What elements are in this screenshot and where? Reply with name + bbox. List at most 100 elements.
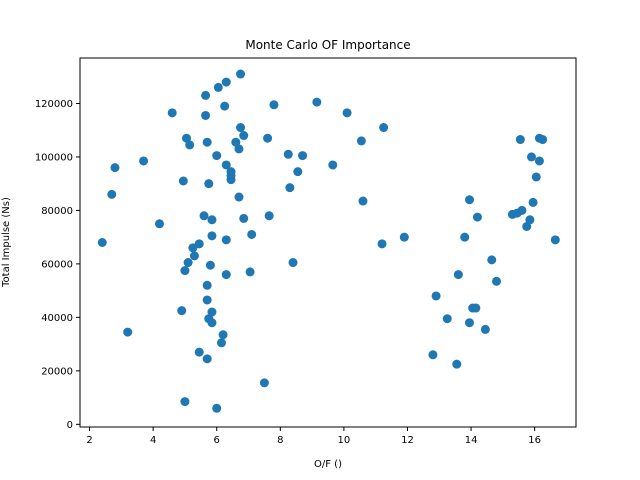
x-tick-label: 14	[465, 435, 478, 446]
data-point	[177, 306, 187, 316]
data-point	[207, 318, 217, 328]
data-point	[269, 100, 279, 110]
x-tick-label: 16	[528, 435, 541, 446]
data-point	[399, 232, 409, 242]
data-point	[534, 156, 544, 166]
chart-title: Monte Carlo OF Importance	[245, 38, 410, 52]
data-point	[202, 354, 212, 364]
data-point	[515, 135, 525, 145]
data-point	[180, 397, 190, 407]
data-point	[207, 231, 217, 241]
data-point	[464, 318, 474, 328]
data-point	[212, 151, 222, 161]
data-point	[234, 192, 244, 202]
data-point	[216, 338, 226, 348]
data-point	[492, 276, 502, 286]
data-point	[464, 195, 474, 205]
data-point	[110, 163, 120, 173]
data-point	[236, 69, 246, 79]
data-point	[487, 255, 497, 265]
data-point	[220, 101, 230, 111]
data-point	[264, 211, 274, 221]
data-point	[234, 144, 244, 154]
plot-frame	[79, 57, 577, 428]
data-point	[472, 212, 482, 222]
y-tick-label: 0	[67, 420, 73, 431]
x-tick-label: 6	[214, 435, 220, 446]
data-point	[194, 347, 204, 357]
data-point	[180, 266, 190, 276]
data-point	[97, 238, 107, 247]
data-point	[139, 156, 149, 166]
x-tick-label: 2	[86, 435, 92, 446]
data-point	[189, 251, 199, 261]
data-point	[221, 270, 231, 280]
x-tick-label: 12	[401, 435, 414, 446]
y-tick-label: 100000	[35, 152, 73, 163]
data-point	[431, 291, 441, 301]
data-point	[226, 175, 236, 185]
data-point	[207, 307, 217, 317]
data-point	[480, 324, 490, 334]
data-point	[239, 213, 249, 223]
data-point	[356, 136, 366, 146]
data-point	[442, 314, 452, 324]
data-point	[221, 77, 231, 87]
data-point	[526, 152, 536, 162]
data-point	[550, 235, 560, 245]
data-point	[245, 267, 255, 277]
data-point	[202, 295, 212, 305]
data-point	[178, 176, 188, 186]
data-points	[97, 69, 560, 413]
data-point	[231, 137, 241, 147]
data-point	[428, 350, 438, 360]
data-point	[460, 232, 470, 242]
data-point	[204, 179, 214, 189]
data-point	[538, 135, 548, 145]
data-point	[182, 133, 192, 143]
data-point	[377, 239, 387, 249]
data-point	[453, 270, 463, 280]
x-tick-label: 8	[277, 435, 283, 446]
data-point	[212, 403, 222, 413]
data-point	[259, 378, 269, 388]
data-point	[247, 229, 257, 239]
data-point	[201, 110, 211, 120]
y-tick-label: 20000	[41, 366, 73, 377]
data-point	[312, 97, 322, 107]
data-point	[452, 359, 462, 369]
data-point	[525, 215, 535, 225]
data-point	[283, 149, 293, 159]
y-tick-label: 40000	[41, 313, 73, 324]
data-point	[107, 189, 117, 199]
data-point	[358, 196, 368, 206]
data-point	[342, 108, 352, 118]
data-point	[202, 137, 212, 147]
y-tick-label: 60000	[41, 259, 73, 270]
x-tick-label: 10	[338, 435, 351, 446]
data-point	[123, 327, 133, 337]
data-point	[328, 160, 338, 170]
data-point	[288, 258, 298, 268]
data-point	[528, 197, 538, 207]
data-point	[379, 123, 389, 133]
data-point	[293, 167, 303, 177]
data-point	[239, 131, 249, 141]
data-point	[207, 215, 217, 225]
y-axis-ticks: 0 20000 40000 60000 80000 100000 120000	[35, 99, 80, 431]
y-tick-label: 120000	[35, 99, 73, 110]
data-point	[221, 235, 231, 245]
x-tick-label: 4	[150, 435, 156, 446]
data-point	[263, 133, 273, 143]
data-point	[471, 303, 481, 313]
data-point	[185, 140, 195, 150]
data-point	[167, 108, 177, 118]
data-point	[218, 330, 228, 340]
y-tick-label: 80000	[41, 206, 73, 217]
data-point	[205, 260, 215, 270]
data-point	[522, 221, 532, 231]
data-point	[154, 219, 164, 229]
data-point	[221, 160, 231, 170]
